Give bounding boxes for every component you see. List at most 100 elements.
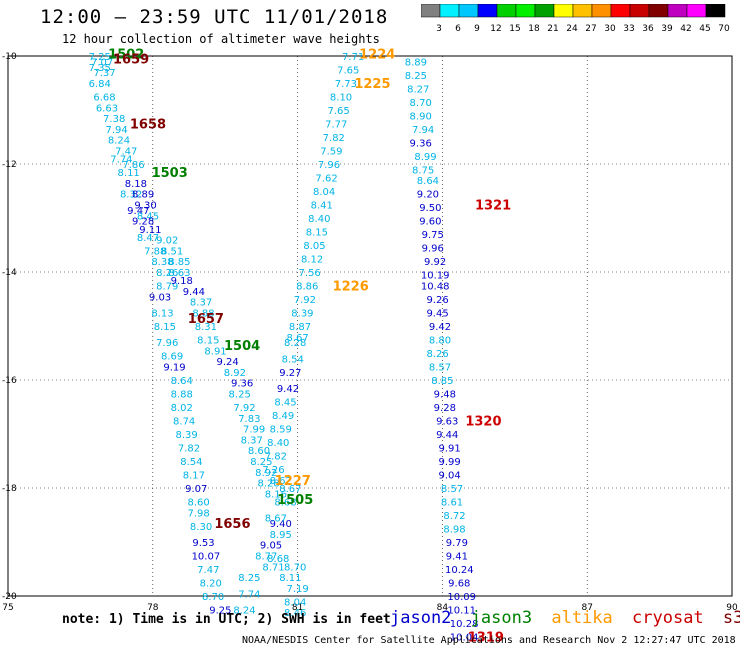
swh-value: 8.86: [296, 282, 318, 293]
swh-value: 8.79: [156, 282, 178, 293]
swh-value: 6.84: [89, 79, 111, 90]
swh-value: 8.67: [265, 514, 287, 525]
colorbar-tick: 36: [642, 24, 654, 34]
swh-value: 7.82: [178, 444, 200, 455]
chart-title: 12:00 – 23:59 UTC 11/01/2018: [40, 6, 389, 28]
swh-value: 7.94: [105, 125, 127, 136]
swh-value: 7.71: [342, 52, 364, 63]
swh-value: 8.60: [248, 446, 270, 457]
swh-value: 7.96: [156, 338, 178, 349]
swh-value: 10.28: [450, 619, 479, 630]
swh-value: 7.88: [144, 246, 166, 257]
swh-value: 8.85: [168, 257, 190, 268]
swh-value: 8.54: [180, 457, 202, 468]
swh-value: 8.54: [282, 354, 304, 365]
swh-value: 8.74: [173, 417, 195, 428]
y-tick-label: -14: [2, 268, 17, 278]
swh-value: 7.82: [323, 133, 345, 144]
swh-value: 9.42: [277, 384, 299, 395]
swh-value: 8.28: [258, 479, 280, 490]
swh-value: 9.40: [270, 519, 292, 530]
swh-value: 9.19: [163, 363, 185, 374]
swh-value: 8.26: [156, 268, 178, 279]
swh-value: 8.67: [279, 484, 301, 495]
swh-value: 10.19: [421, 271, 450, 282]
swh-value: 8.04: [313, 187, 335, 198]
credit-footer: NOAA/NESDIS Center for Satellite Applica…: [242, 635, 736, 646]
swh-value: 9.91: [439, 444, 461, 455]
swh-value: 8.87: [289, 322, 311, 333]
swh-value: 10.09: [447, 592, 476, 603]
colorbar-tick: 70: [718, 24, 730, 34]
colorbar-tick: 45: [699, 24, 710, 34]
swh-value: 9.41: [446, 552, 468, 563]
swh-value: 8.99: [414, 152, 436, 163]
swh-value: 9.47: [127, 206, 149, 217]
swh-value: 8.68: [274, 498, 296, 509]
pass-time-label: 1503: [152, 166, 188, 181]
swh-value: 9.18: [171, 276, 193, 287]
swh-value: 9.26: [426, 295, 448, 306]
swh-value: 8.16: [265, 489, 287, 500]
swh-value: 7.47: [197, 565, 219, 576]
swh-value: 8.75: [412, 165, 434, 176]
swh-value: 9.68: [448, 579, 470, 590]
swh-value: 7.07: [91, 57, 113, 68]
swh-value: 8.27: [407, 84, 429, 95]
swh-value: 7.62: [315, 174, 337, 185]
swh-value: 8.37: [190, 298, 212, 309]
swh-value: 8.67: [286, 333, 308, 344]
colorbar-tick: 33: [623, 24, 634, 34]
swh-value: 9.63: [436, 417, 458, 428]
y-tick-label: -10: [2, 52, 17, 62]
swh-value: 10.07: [192, 552, 221, 563]
pass-time-label: 1505: [277, 493, 313, 508]
pass-time-label: 1225: [354, 77, 390, 92]
swh-value: 8.32: [120, 190, 142, 201]
swh-value: 8.64: [417, 176, 439, 187]
swh-value: 9.28: [132, 217, 154, 228]
swh-value: 7.73: [335, 79, 357, 90]
swh-value: 9.44: [183, 287, 205, 298]
swh-value: 9.75: [422, 230, 444, 241]
swh-value: 8.98: [443, 525, 465, 536]
pass-time-label: 1504: [224, 339, 260, 354]
swh-value: 8.26: [426, 349, 448, 360]
swh-value: 7.98: [188, 508, 210, 519]
legend-jason2: jason2: [390, 608, 452, 628]
swh-value: 8.13: [151, 309, 173, 320]
swh-value: 8.04: [284, 597, 306, 608]
swh-value: 8.64: [171, 376, 193, 387]
swh-value: 7.86: [122, 160, 144, 171]
swh-value: 8.70: [284, 562, 306, 573]
swh-value: 8.15: [154, 322, 176, 333]
swh-value: 8.72: [443, 511, 465, 522]
swh-value: 8.12: [301, 255, 323, 266]
swh-value: 8.89: [405, 57, 427, 68]
pass-time-label: 1656: [214, 517, 250, 532]
colorbar-tick: 30: [604, 24, 616, 34]
swh-value: 7.82: [265, 452, 287, 463]
swh-value: 8.24: [233, 606, 255, 617]
swh-value: 7.26: [262, 465, 284, 476]
swh-value: 8.37: [241, 435, 263, 446]
colorbar-tick: 15: [509, 24, 520, 34]
swh-value: 8.15: [197, 336, 219, 347]
swh-value: 8.62: [270, 476, 292, 487]
legend-jason3: jason3: [470, 608, 533, 628]
colorbar-tick: 12: [490, 24, 501, 34]
swh-value: 9.20: [417, 190, 439, 201]
swh-value: 7.92: [294, 295, 316, 306]
swh-value: 8.77: [255, 552, 277, 563]
swh-value: 9.92: [424, 257, 446, 268]
swh-value: 8.92: [224, 368, 246, 379]
pass-time-label: 1224: [359, 47, 395, 62]
swh-value: 8.20: [200, 579, 222, 590]
swh-value: 7.65: [337, 66, 359, 77]
swh-value: 8.40: [308, 214, 330, 225]
swh-value: 8.15: [306, 228, 328, 239]
pass-time-label: 1657: [188, 312, 224, 327]
swh-value: 8.11: [118, 168, 140, 179]
swh-value: 8.38: [151, 257, 173, 268]
swh-value: 7.38: [103, 114, 125, 125]
